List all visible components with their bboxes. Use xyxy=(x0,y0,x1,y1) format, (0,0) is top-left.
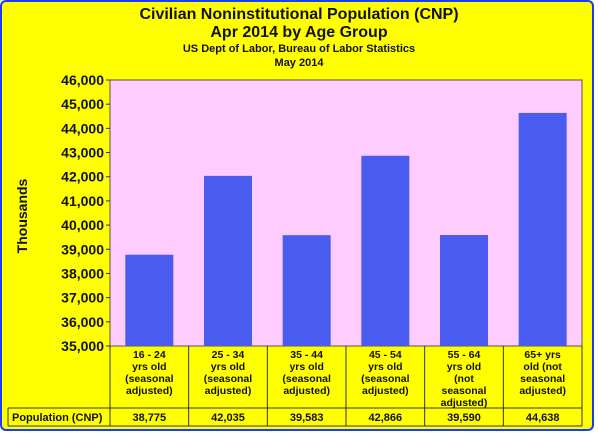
chart-subtitle: US Dept of Labor, Bureau of Labor Statis… xyxy=(182,43,416,55)
x-category-label: 65+ yrs old (not seasonal adjusted) xyxy=(519,349,566,397)
y-tick-label: 43,000 xyxy=(61,145,104,161)
table-value-cell: 39,583 xyxy=(289,412,324,424)
x-category-label: 25 - 34 yrs old (seasonal adjusted) xyxy=(203,349,253,397)
table-value-cell: 42,866 xyxy=(368,412,403,424)
x-category-label: 55 - 64 yrs old (not seasonal adjusted) xyxy=(440,349,488,409)
bar xyxy=(440,235,488,346)
chart-title: Civilian Noninstitutional Population (CN… xyxy=(139,6,459,23)
table-value-cell: 39,590 xyxy=(447,412,481,424)
y-tick-label: 40,000 xyxy=(61,217,104,233)
x-category-label: 45 - 54 yrs old (seasonal adjusted) xyxy=(361,349,410,397)
x-category-label: 16 - 24 yrs old (seasonal adjusted) xyxy=(125,349,174,397)
bar xyxy=(125,254,174,346)
bar xyxy=(518,112,567,346)
y-tick-label: 39,000 xyxy=(61,241,104,257)
table-value-cell: 38,775 xyxy=(132,412,167,424)
table-value-cell: 44,638 xyxy=(525,412,560,424)
chart-title-line2: Apr 2014 by Age Group xyxy=(210,24,388,41)
y-tick-label: 44,000 xyxy=(61,120,104,136)
y-tick-label: 46,000 xyxy=(61,72,104,88)
plot-area xyxy=(109,79,583,347)
bar xyxy=(204,175,252,346)
chart-subtitle-line2: May 2014 xyxy=(274,57,324,69)
table-row-label: Population (CNP) xyxy=(12,412,103,424)
y-tick-label: 35,000 xyxy=(61,338,104,354)
y-tick-label: 42,000 xyxy=(61,169,104,185)
bar xyxy=(361,155,410,346)
y-tick-label: 41,000 xyxy=(61,193,104,209)
y-tick-label: 38,000 xyxy=(61,265,104,281)
bar xyxy=(282,235,331,346)
y-tick-label: 36,000 xyxy=(61,314,104,330)
x-category-label: 35 - 44 yrs old (seasonal adjusted) xyxy=(282,349,331,397)
table-value-cell: 42,035 xyxy=(211,412,245,424)
y-tick-label: 45,000 xyxy=(61,96,104,112)
y-tick-label: 37,000 xyxy=(61,290,104,306)
